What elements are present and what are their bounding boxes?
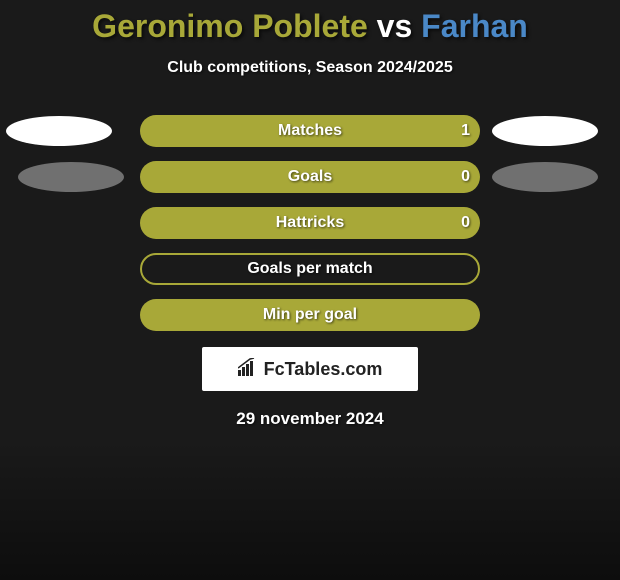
comparison-title: Geronimo Poblete vs Farhan <box>0 0 620 45</box>
player2-name: Farhan <box>421 8 528 44</box>
stat-label: Hattricks <box>276 214 344 232</box>
stat-label: Goals per match <box>247 260 372 278</box>
vs-text: vs <box>377 8 413 44</box>
stat-label: Min per goal <box>263 306 357 324</box>
stat-bar-matches: Matches 1 <box>140 115 480 147</box>
stats-container: Matches 1 Goals 0 Hattricks 0 Goals per … <box>0 115 620 331</box>
stat-row: Min per goal <box>0 299 620 331</box>
stat-label: Matches <box>278 122 342 140</box>
subtitle-text: Club competitions, Season 2024/2025 <box>0 59 620 77</box>
stat-value: 0 <box>461 168 470 186</box>
branding-box: FcTables.com <box>202 347 418 391</box>
stat-bar-goals-per-match: Goals per match <box>140 253 480 285</box>
stat-value: 0 <box>461 214 470 232</box>
stat-bar-min-per-goal: Min per goal <box>140 299 480 331</box>
chart-bars-icon <box>238 358 260 381</box>
stat-value: 1 <box>461 122 470 140</box>
bottom-gradient <box>0 440 620 580</box>
date-text: 29 november 2024 <box>0 409 620 429</box>
stat-bar-hattricks: Hattricks 0 <box>140 207 480 239</box>
player1-name: Geronimo Poblete <box>92 8 368 44</box>
stat-label: Goals <box>288 168 332 186</box>
stat-row: Hattricks 0 <box>0 207 620 239</box>
branding-text: FcTables.com <box>264 359 383 380</box>
stat-row: Goals 0 <box>0 161 620 193</box>
stat-row: Goals per match <box>0 253 620 285</box>
stat-row: Matches 1 <box>0 115 620 147</box>
stat-bar-goals: Goals 0 <box>140 161 480 193</box>
